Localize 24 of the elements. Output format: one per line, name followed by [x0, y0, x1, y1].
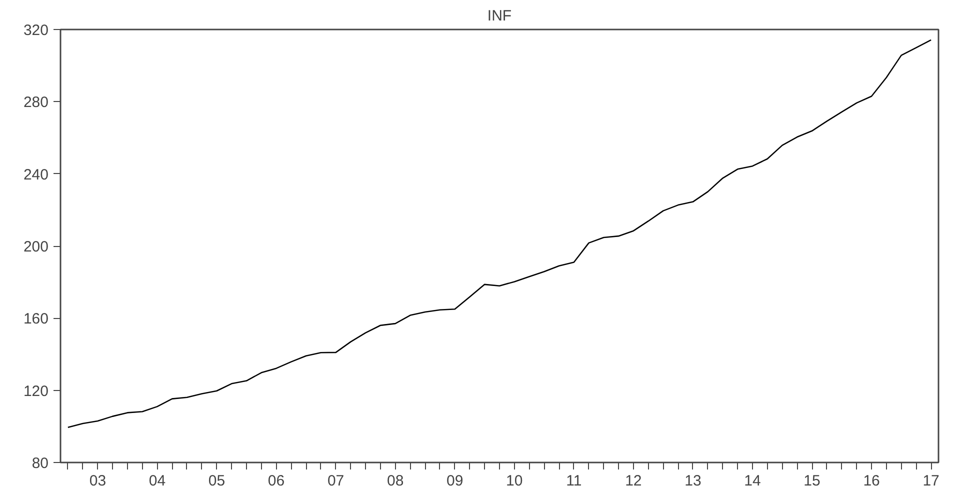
chart-title: INF — [487, 8, 512, 24]
line-series — [67, 39, 932, 428]
x-tick-label: 07 — [327, 472, 344, 490]
x-tick-label: 04 — [148, 472, 166, 490]
y-tick-label: 80 — [32, 455, 49, 472]
x-tick-label: 05 — [208, 472, 226, 490]
y-tick-label: 320 — [23, 22, 49, 39]
y-tick-label: 200 — [23, 238, 49, 256]
x-tick-label: 08 — [386, 472, 404, 490]
x-tick-label: 12 — [625, 472, 642, 490]
x-tick-label: 17 — [922, 472, 940, 490]
x-tick-label: 15 — [804, 472, 820, 490]
x-tick-label: 09 — [446, 472, 464, 490]
x-tick-label: 10 — [506, 472, 523, 490]
x-tick-label: 11 — [566, 472, 582, 490]
x-tick-label: 03 — [89, 472, 106, 490]
x-tick-label: 06 — [268, 472, 285, 490]
x-tick-label: 14 — [744, 472, 761, 490]
x-tick-label: 16 — [863, 472, 880, 490]
y-tick-label: 160 — [23, 310, 49, 328]
y-tick-label: 120 — [23, 382, 49, 400]
y-tick-label: 280 — [23, 94, 49, 112]
x-tick-label: 13 — [684, 472, 702, 490]
y-tick-label: 240 — [23, 166, 49, 184]
